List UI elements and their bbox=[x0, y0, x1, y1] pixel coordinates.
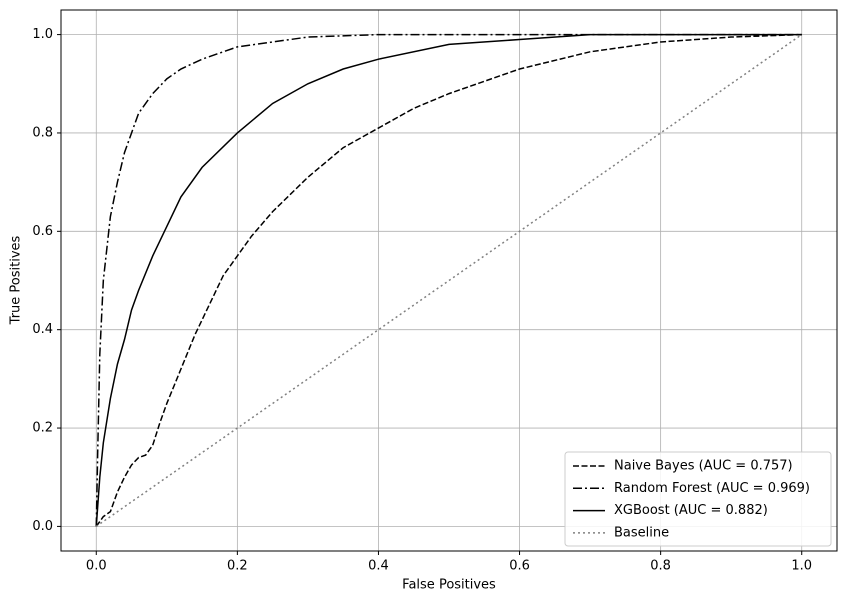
y-tick-label: 0.6 bbox=[32, 224, 53, 239]
legend-label: Random Forest (AUC = 0.969) bbox=[614, 481, 810, 496]
roc-line bbox=[95, 33, 803, 528]
legend-label: XGBoost (AUC = 0.882) bbox=[614, 503, 768, 518]
y-tick-label: 0.4 bbox=[32, 322, 53, 337]
roc-line bbox=[95, 33, 802, 527]
y-tick-label: 0.0 bbox=[32, 519, 53, 534]
x-tick-label: 0.4 bbox=[368, 559, 389, 574]
x-tick-label: 0.8 bbox=[650, 559, 671, 574]
legend-label: Baseline bbox=[614, 525, 669, 540]
legend: Naive Bayes (AUC = 0.757) Random Forest (… bbox=[564, 451, 832, 547]
x-tick-label: 0.2 bbox=[227, 559, 248, 574]
plot-frame bbox=[60, 9, 838, 552]
roc-line bbox=[95, 33, 802, 527]
x-tick-label: 0.0 bbox=[86, 559, 107, 574]
x-tick-label: 0.6 bbox=[509, 559, 530, 574]
y-tick-label: 0.2 bbox=[32, 421, 53, 436]
y-axis-label: True Positives bbox=[9, 235, 24, 325]
x-axis-label: False Positives bbox=[402, 578, 496, 593]
roc-line bbox=[95, 33, 802, 527]
legend-box bbox=[564, 451, 832, 547]
x-tick-label: 1.0 bbox=[791, 559, 812, 574]
y-tick-label: 1.0 bbox=[32, 27, 53, 42]
legend-label: Naive Bayes (AUC = 0.757) bbox=[614, 459, 793, 474]
y-tick-label: 0.8 bbox=[32, 125, 53, 140]
